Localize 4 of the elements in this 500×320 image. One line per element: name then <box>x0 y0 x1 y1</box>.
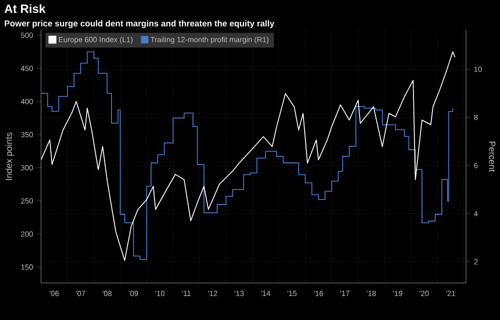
y2-axis-title: Percent <box>489 142 496 172</box>
chart-title: At Risk <box>4 4 46 13</box>
y-axis-title: Index points <box>5 132 14 180</box>
chart-subtitle: Power price surge could dent margins and threaten the equity rally <box>4 20 274 28</box>
